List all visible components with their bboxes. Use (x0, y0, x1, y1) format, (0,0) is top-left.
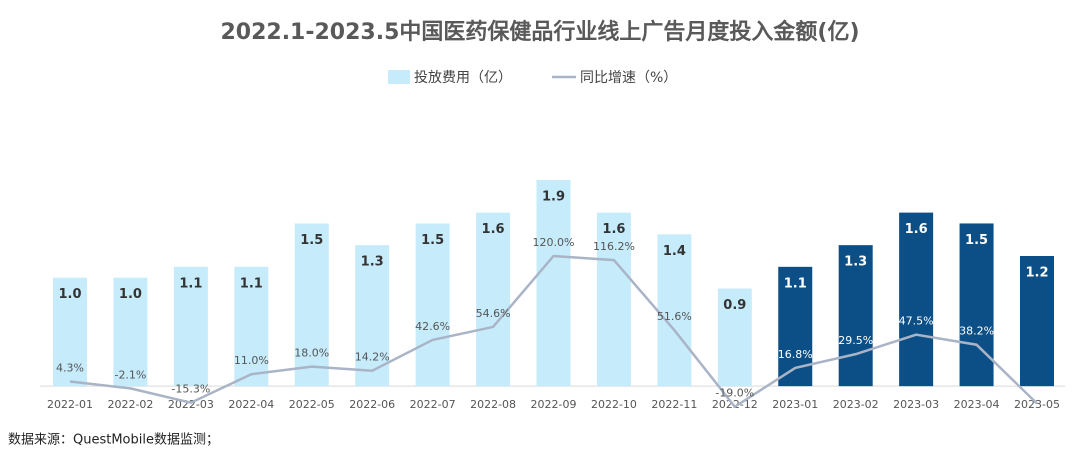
line-label: 38.2% (959, 325, 994, 338)
x-tick-label: 2022-01 (47, 398, 93, 411)
bar-label: 1.1 (179, 276, 202, 291)
bar-label: 1.5 (300, 233, 323, 248)
bar (173, 266, 208, 387)
bar (234, 266, 269, 387)
x-tick-label: 2022-04 (228, 398, 274, 411)
x-tick-label: 2022-09 (531, 398, 577, 411)
line-label: 29.5% (838, 334, 873, 347)
line-label: 16.8% (778, 348, 813, 361)
line-label: 14.2% (355, 351, 390, 364)
bar-label: 1.5 (421, 233, 444, 248)
x-tick-label: 2022-02 (107, 398, 153, 411)
bar-label: 1.3 (844, 255, 867, 270)
x-tick-label: 2022-08 (470, 398, 516, 411)
bar-label: 1.6 (482, 222, 505, 237)
bar-label: 1.6 (602, 222, 625, 237)
bar (113, 277, 148, 387)
bar-label: 1.3 (361, 255, 384, 270)
bar (355, 245, 390, 387)
x-tick-label: 2022-10 (591, 398, 637, 411)
bar (838, 245, 873, 387)
bar-label: 1.6 (905, 222, 928, 237)
growth-line (69, 254, 1038, 409)
bar-label: 0.9 (723, 298, 746, 313)
x-tick-label: 2022-07 (410, 398, 456, 411)
line-label: 4.3% (56, 361, 84, 374)
source-note: 数据来源：QuestMobile数据监测； (8, 433, 219, 448)
line-label: -19.0% (715, 387, 754, 400)
bar (536, 180, 571, 387)
bar (596, 212, 631, 387)
x-tick-label: 2022-06 (349, 398, 395, 411)
bar-label: 1.1 (240, 276, 263, 291)
line-label: 54.6% (476, 307, 511, 320)
line-label: 120.0% (533, 236, 575, 249)
legend-label: 投放费用（亿） (414, 70, 512, 86)
bar (959, 223, 994, 387)
bar (53, 277, 87, 387)
x-tick-label: 2022-12 (712, 398, 758, 411)
bar (415, 223, 450, 387)
bar-label: 1.5 (965, 233, 988, 248)
bar (717, 288, 752, 387)
x-tick-label: 2023-02 (833, 398, 879, 411)
bar (657, 234, 692, 387)
bar (294, 223, 329, 387)
x-tick-label: 2023-01 (772, 398, 818, 411)
bar-label: 1.1 (784, 276, 807, 291)
line-label: -2.1% (114, 368, 146, 381)
bar-label: 1.0 (58, 287, 81, 302)
bar-label: 1.2 (1025, 265, 1048, 280)
x-tick-label: 2023-05 (1014, 398, 1060, 411)
bar (1020, 255, 1054, 387)
legend-label: 同比增速（%） (580, 70, 677, 86)
line-label: 18.0% (294, 347, 329, 360)
line-label: 116.2% (593, 240, 635, 253)
x-tick-label: 2023-04 (954, 398, 1000, 411)
x-tick-label: 2022-11 (651, 398, 697, 411)
chart-title: 2022.1-2023.5中国医药保健品行业线上广告月度投入金额(亿) (220, 19, 859, 45)
bar (899, 212, 934, 387)
bar-label: 1.0 (119, 287, 142, 302)
bar-label: 1.4 (663, 244, 686, 259)
line-label: 47.5% (899, 315, 934, 328)
line-label: -15.3% (171, 383, 210, 396)
line-label: 42.6% (415, 320, 450, 333)
line-label: 11.0% (234, 354, 269, 367)
bar (476, 212, 511, 387)
x-tick-label: 2023-03 (893, 398, 939, 411)
legend-swatch (388, 70, 410, 84)
line-label: 51.6% (657, 310, 692, 323)
x-tick-label: 2022-05 (289, 398, 335, 411)
bar-label: 1.9 (542, 190, 565, 205)
